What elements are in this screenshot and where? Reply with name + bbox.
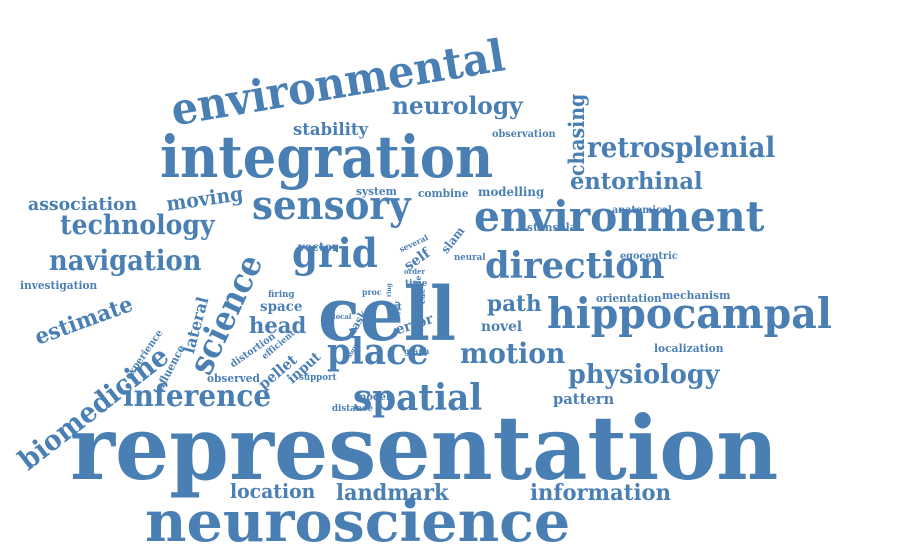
word-firing: firing bbox=[268, 290, 295, 300]
word-direction: direction bbox=[485, 245, 665, 287]
word-representation: representation bbox=[70, 396, 779, 500]
word-time: time bbox=[405, 279, 428, 289]
word-jour: jour bbox=[394, 300, 401, 314]
word-environment: environment bbox=[474, 192, 765, 241]
word-local: local bbox=[333, 312, 352, 321]
word-vector: vector bbox=[298, 240, 339, 254]
word-observation: observation bbox=[492, 129, 556, 140]
word-hippocampal: hippocampal bbox=[547, 289, 832, 338]
word-distance: distance bbox=[332, 404, 373, 414]
word-integration: integration bbox=[160, 123, 494, 191]
word-estimate: estimate bbox=[31, 291, 137, 351]
word-system: system bbox=[356, 185, 397, 198]
word-motion: motion bbox=[460, 337, 566, 370]
word-physiology: physiology bbox=[568, 360, 720, 390]
word-modelling: modelling bbox=[478, 185, 545, 199]
word-support: support bbox=[299, 373, 337, 383]
word-anatomical: anatomical bbox=[612, 205, 672, 216]
word-cue: cue bbox=[417, 288, 427, 304]
word-mechanism: mechanism bbox=[662, 289, 731, 302]
word-retrosplenial: retrosplenial bbox=[587, 131, 776, 164]
word-spatial: spatial bbox=[353, 377, 483, 419]
word-neuroscience: neuroscience bbox=[145, 489, 571, 555]
word-landmark: landmark bbox=[336, 480, 449, 506]
word-localization: localization bbox=[654, 342, 724, 355]
word-entorhinal: entorhinal bbox=[570, 168, 703, 195]
word-head: head bbox=[249, 313, 307, 339]
word-chasing: chasing bbox=[564, 93, 589, 176]
word-place: place bbox=[327, 331, 429, 373]
word-proc: proc bbox=[362, 287, 382, 297]
word-pattern: pattern bbox=[553, 390, 615, 408]
word-technology: technology bbox=[60, 210, 215, 241]
word-rat: rat bbox=[386, 302, 403, 313]
word-space: space bbox=[260, 299, 303, 315]
word-path: path bbox=[487, 291, 542, 317]
word-navigation: navigation bbox=[49, 244, 202, 277]
word-order: order bbox=[404, 267, 425, 276]
word-graph: graph bbox=[404, 346, 430, 356]
word-investigation: investigation bbox=[20, 279, 98, 292]
word-egocentric: egocentric bbox=[620, 251, 678, 262]
word-cell: cell bbox=[318, 272, 456, 358]
word-information: information bbox=[530, 480, 671, 506]
word-inference: inference bbox=[123, 379, 272, 414]
word-stensola: stensola bbox=[527, 221, 577, 234]
word-orientation: orientation bbox=[596, 292, 662, 305]
word-neurology: neurology bbox=[392, 91, 523, 120]
word-neural: neural bbox=[454, 253, 486, 263]
word-novel: novel bbox=[481, 319, 523, 335]
word-model: model bbox=[356, 392, 390, 403]
word-combine: combine bbox=[418, 187, 469, 200]
word-grid: grid bbox=[292, 230, 378, 277]
word-ring: ring bbox=[386, 283, 393, 297]
word-sensory: sensory bbox=[252, 182, 411, 229]
word-slam: slam bbox=[438, 224, 468, 257]
word-location: location bbox=[230, 479, 316, 503]
word-stability: stability bbox=[293, 120, 369, 140]
word-observed: observed bbox=[207, 372, 260, 385]
word-association: association bbox=[28, 194, 138, 215]
